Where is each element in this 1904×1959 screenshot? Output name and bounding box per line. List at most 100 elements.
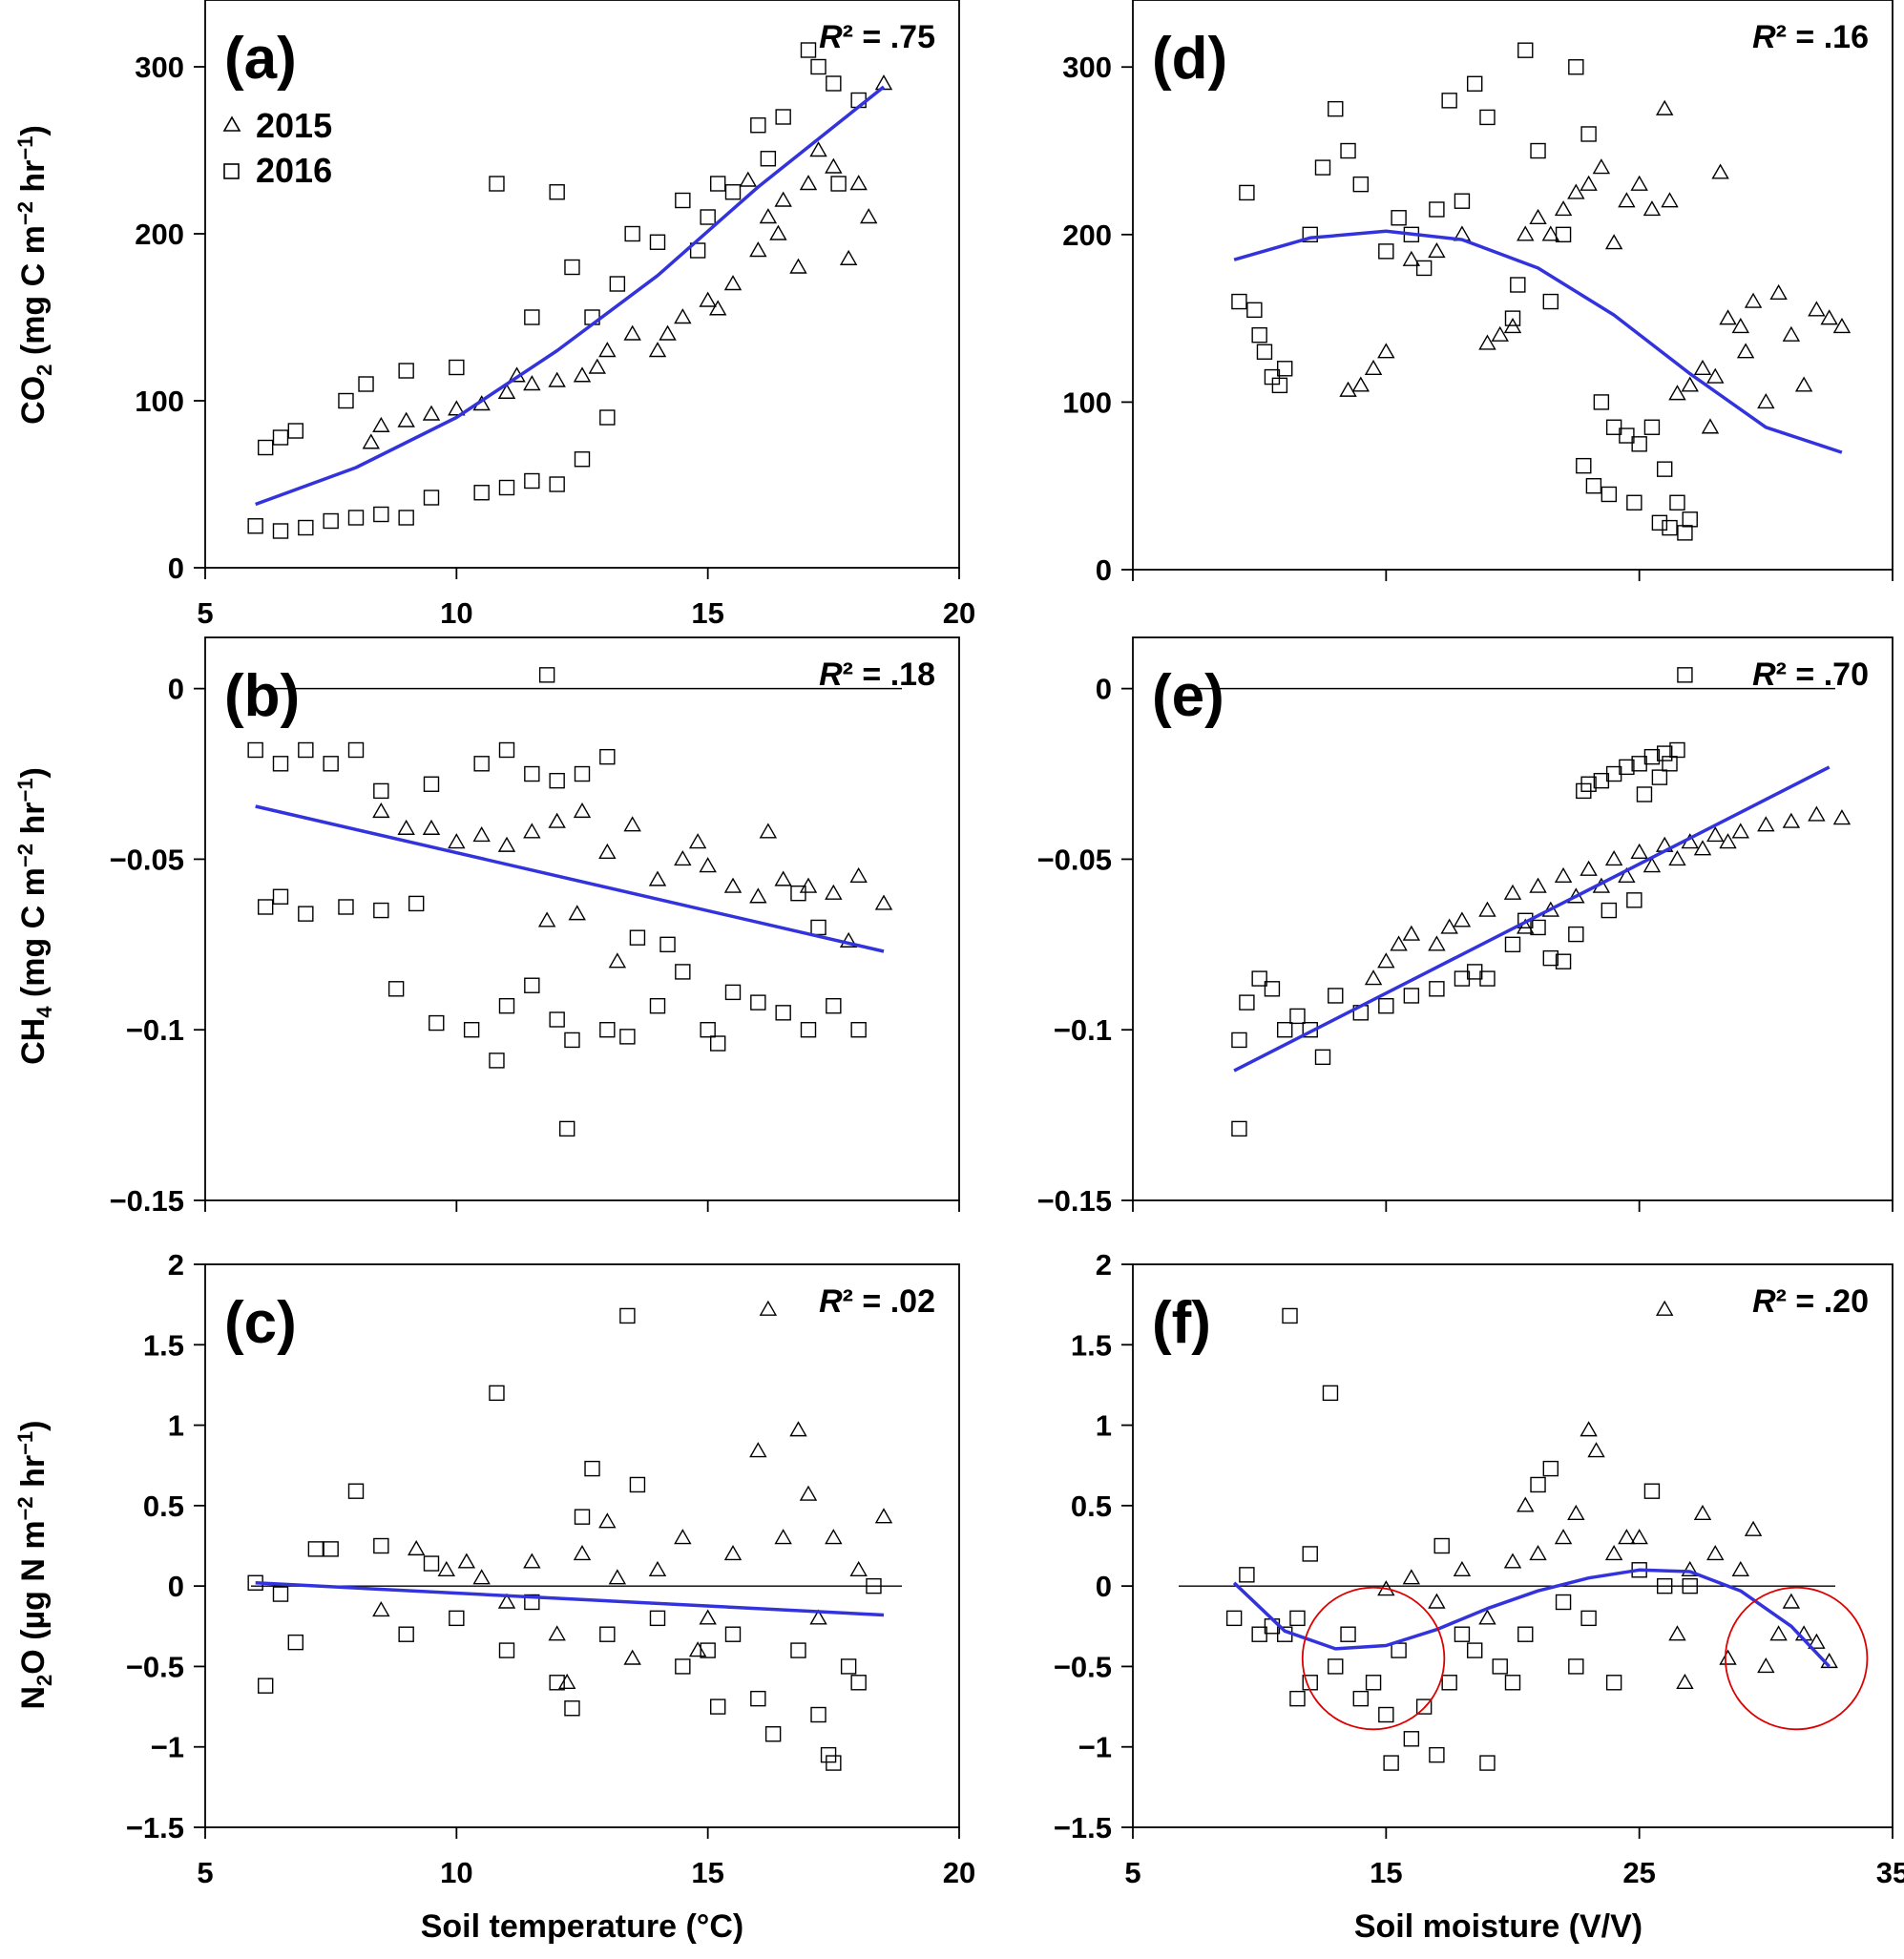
point-2015 [659,324,677,341]
point-2016 [1378,243,1394,260]
point-2016 [538,667,555,683]
x-tick-label: 20 [943,1856,975,1889]
point-2016 [1631,436,1647,452]
point-2016 [1391,210,1407,226]
point-2016 [1302,1546,1318,1562]
point-2016 [1576,782,1592,800]
point-2015 [723,1545,743,1561]
point-2015 [1478,1609,1496,1625]
point-2016 [564,1700,580,1717]
point-2016 [850,1022,867,1038]
point-2015 [1351,376,1370,392]
point-2015 [749,887,767,904]
point-2016 [1246,302,1263,319]
point-2015 [1604,1545,1623,1561]
point-2016 [1626,892,1642,908]
point-2016 [840,1658,857,1675]
point-2016 [710,1035,726,1052]
point-2016 [429,1014,445,1032]
legend-label-2016: 2016 [256,151,332,190]
panel-label: (d) [1152,26,1227,92]
point-2015 [372,416,390,432]
point-2016 [1239,184,1255,201]
point-2015 [407,1539,426,1556]
point-2016 [1378,997,1394,1014]
point-2016 [272,1586,289,1602]
point-2015 [1364,359,1383,375]
panel-label: (e) [1152,663,1224,729]
y-tick-label: 100 [1062,386,1112,419]
point-2015 [497,1593,516,1609]
point-2015 [1478,901,1496,917]
point-2016 [1289,1610,1306,1627]
r-squared-label: R² = .16 [1752,19,1869,55]
point-2015 [537,911,556,927]
point-2015 [1832,809,1852,825]
point-2016 [599,409,616,426]
point-2016 [689,242,706,259]
point-2015 [1529,877,1547,893]
y-tick-label: −1.5 [1054,1811,1112,1844]
point-2016 [398,510,414,526]
point-2016 [1454,193,1471,209]
point-2016 [524,977,540,993]
point-2016 [1314,159,1331,176]
point-2015 [1554,1529,1573,1545]
point-2016 [1251,1626,1267,1642]
point-2016 [524,472,540,490]
highlight-circle [1301,1586,1446,1731]
point-2016 [1479,109,1496,126]
point-2015 [749,241,767,258]
point-2016 [1383,1755,1399,1771]
y-tick-label: 300 [1062,51,1112,84]
point-2016 [1231,293,1247,310]
point-2016 [489,176,505,192]
y-tick-label: −0.15 [1037,1184,1112,1218]
x-tick-label: 10 [440,1856,472,1889]
point-2016 [287,1634,303,1651]
point-2016 [1619,759,1635,776]
y-tick-label: 200 [1062,219,1112,252]
point-2016 [1314,1049,1331,1066]
panel-f: 2 1.5 1 0.5 0 −0.5 −1 −1.5 5 15 25 35 (f) R² = .20 [1054,1248,1904,1889]
point-2016 [574,1509,591,1525]
y-tick-label: 0 [1096,1570,1112,1603]
point-2015 [1440,918,1458,934]
point-2016 [1231,1032,1247,1049]
point-2016 [524,309,540,325]
point-2016 [1276,361,1293,377]
point-2016 [1429,981,1445,997]
y-tick-label: 2 [168,1248,184,1282]
point-2015 [1706,825,1725,843]
point-2016 [750,994,766,1011]
point-2015 [1428,241,1446,259]
point-2015 [825,157,843,174]
point-2015 [1630,843,1648,859]
fit-curve [1232,1568,1831,1668]
point-2015 [1719,833,1737,849]
point-2016 [1289,1690,1306,1707]
point-2015 [1731,1560,1750,1576]
point-2016 [323,1541,339,1557]
point-2015 [688,1641,707,1657]
point-2016 [373,1537,389,1554]
point-2015 [397,819,415,835]
point-2015 [1794,376,1813,392]
point-2016 [489,1052,505,1069]
point-2015 [598,1512,617,1529]
point-2015 [699,1609,717,1625]
point-2015 [1630,1529,1648,1545]
point-2015 [1808,301,1826,317]
y-tick-label: −0.5 [1054,1650,1112,1683]
point-2015 [749,1442,767,1458]
point-2016 [1605,1675,1622,1691]
point-2016 [800,1022,817,1038]
point-2015 [799,175,818,191]
point-2015 [1757,393,1775,409]
point-2016 [1271,377,1288,394]
y-tick-label: 200 [135,218,184,251]
fit-curve [255,85,886,507]
point-2016 [1517,42,1534,58]
point-2015 [523,375,541,391]
x-tick-label: 15 [691,1856,723,1889]
